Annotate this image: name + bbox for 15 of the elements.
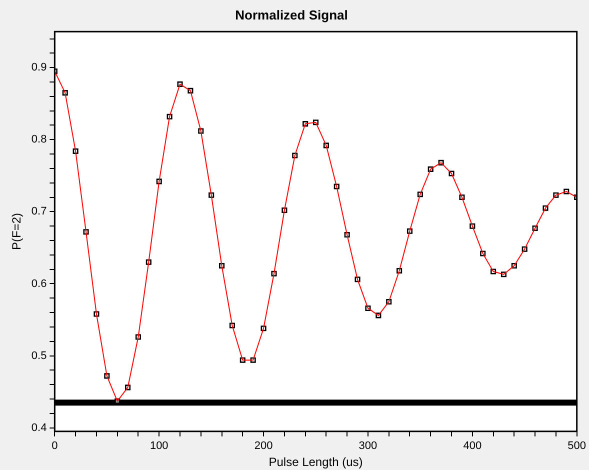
x-tick-label: 200 bbox=[254, 440, 273, 452]
x-tick-label: 300 bbox=[358, 440, 378, 452]
x-tick-label: 500 bbox=[568, 440, 586, 452]
x-tick-label: 100 bbox=[150, 440, 168, 452]
x-axis-title: Pulse Length (us) bbox=[268, 455, 363, 470]
y-tick-label: 0.8 bbox=[31, 134, 47, 146]
y-tick-label: 0.4 bbox=[31, 422, 47, 434]
x-tick-label: 0 bbox=[52, 440, 58, 452]
x-tick-label: 400 bbox=[463, 440, 482, 452]
y-tick-label: 0.9 bbox=[31, 62, 47, 74]
y-tick-label: 0.7 bbox=[31, 206, 47, 218]
y-axis-title: P(F=2) bbox=[10, 212, 24, 250]
y-tick-label: 0.6 bbox=[31, 278, 47, 290]
y-tick-label: 0.5 bbox=[31, 350, 47, 362]
chart-title: Normalized Signal bbox=[235, 7, 348, 22]
